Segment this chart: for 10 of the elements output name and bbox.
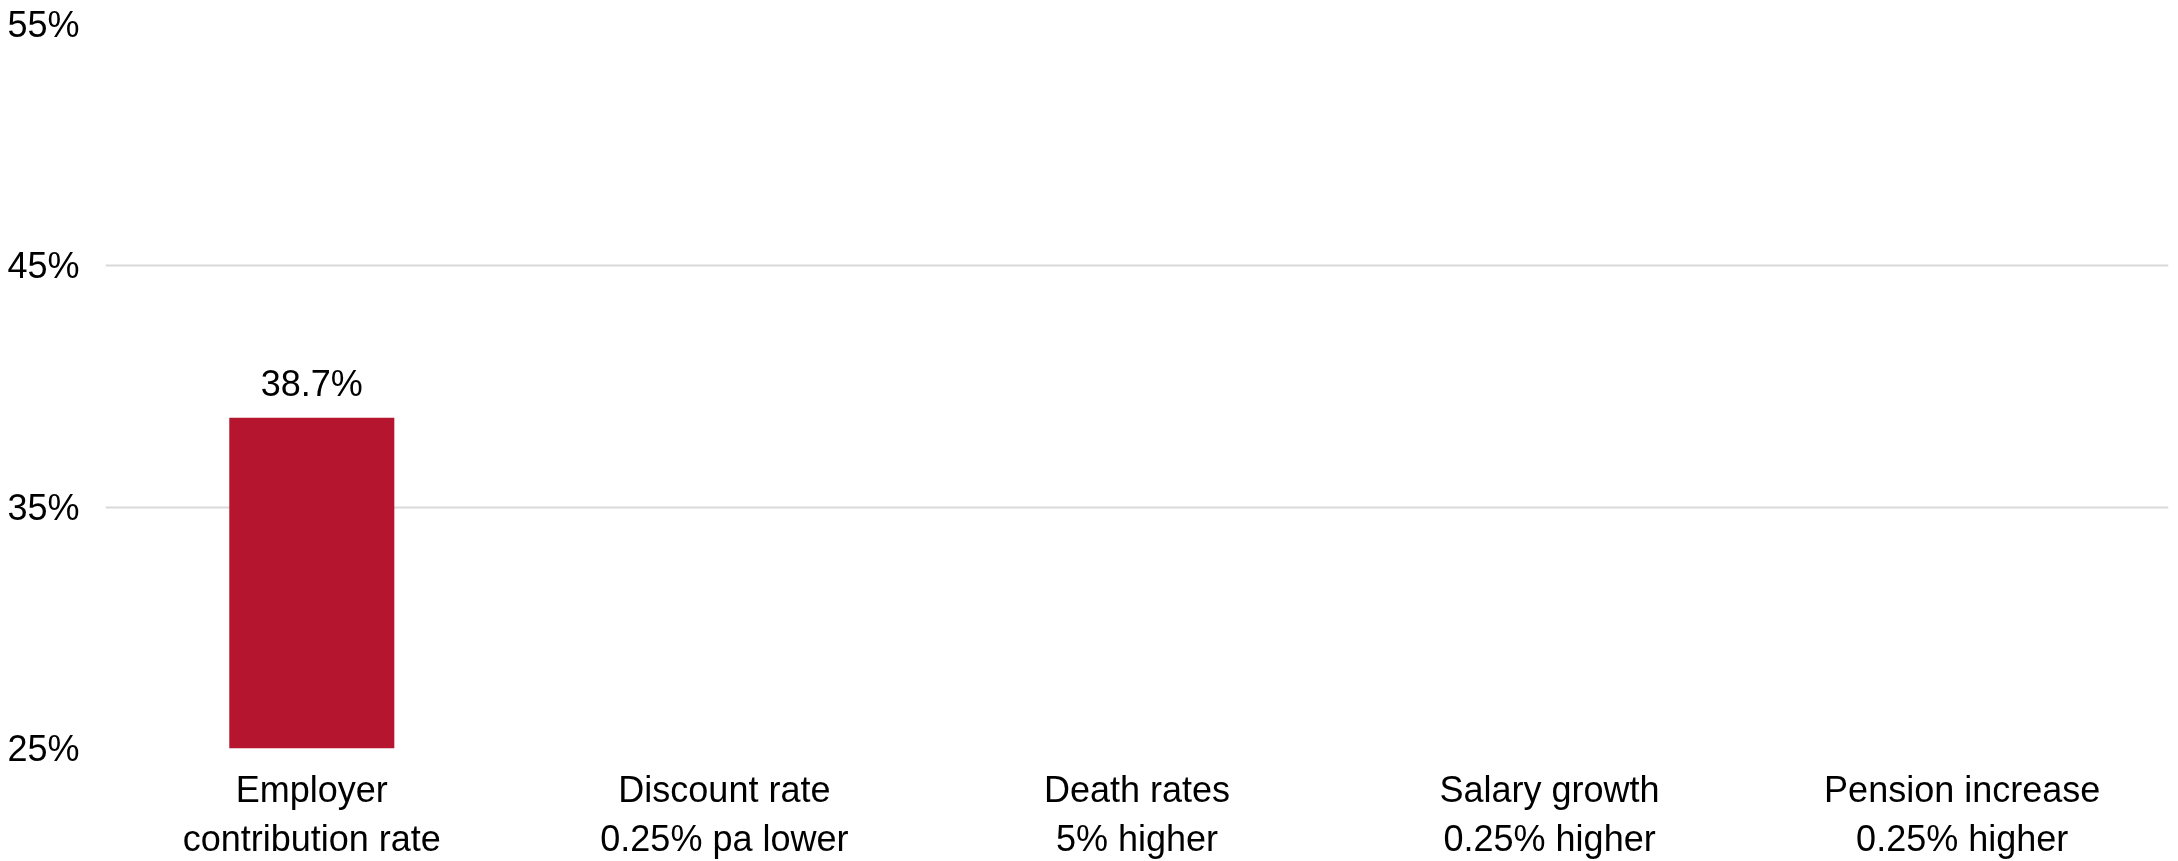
y-tick-label: 55% bbox=[7, 4, 80, 45]
x-tick-label: Pension increase 0.25% higher bbox=[1824, 768, 2101, 859]
y-tick-label: 25% bbox=[7, 728, 80, 769]
x-tick-label: Discount rate 0.25% pa lower bbox=[600, 768, 849, 859]
y-tick-label: 45% bbox=[7, 245, 80, 287]
x-tick-label: Salary growth 0.25% higher bbox=[1439, 768, 1660, 859]
x-tick-label: Employer contribution rate bbox=[182, 768, 441, 859]
data-label: 38.7% bbox=[260, 362, 363, 404]
y-tick-label: 35% bbox=[7, 486, 80, 528]
x-tick-label: Death rates 5% higher bbox=[1043, 768, 1231, 859]
